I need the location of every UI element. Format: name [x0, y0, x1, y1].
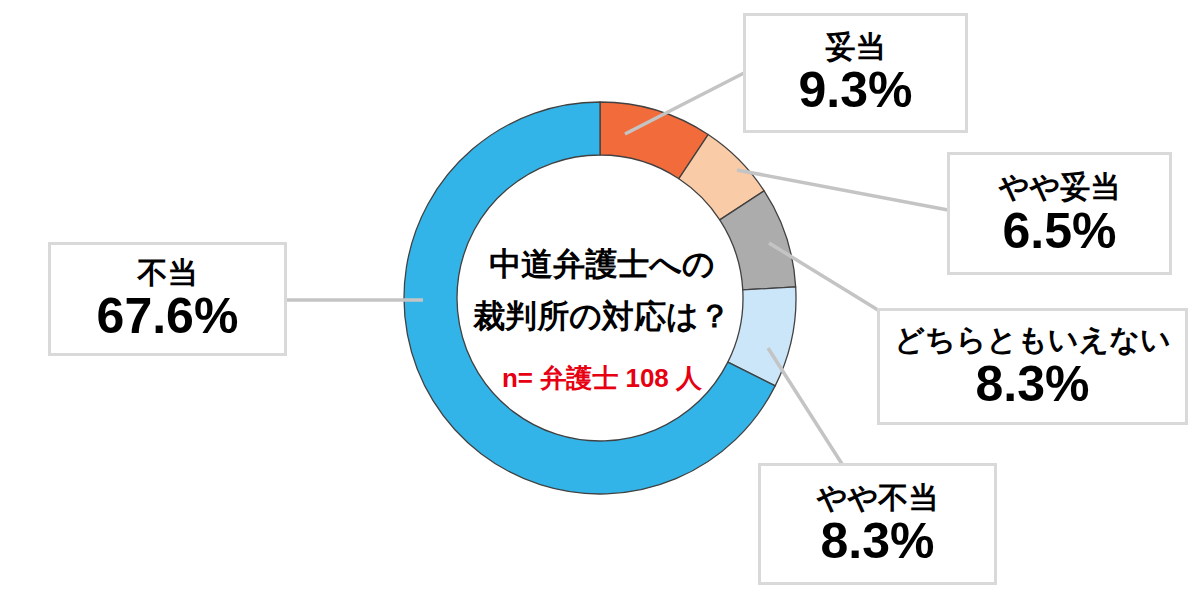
callout-box-neutral: どちらともいえない 8.3%: [877, 308, 1188, 425]
callout-label: やや不当: [817, 481, 938, 516]
chart-title-line-2: 裁判所の対応は？: [440, 290, 764, 342]
callout-label: やや妥当: [999, 170, 1120, 205]
callout-label: どちらともいえない: [894, 323, 1170, 358]
callout-box-dato: 妥当 9.3%: [743, 13, 968, 133]
callout-box-yaya-dato: やや妥当 6.5%: [947, 152, 1172, 275]
callout-value: 67.6%: [97, 290, 239, 343]
chart-title-line-1: 中道弁護士への: [440, 238, 764, 290]
callout-label: 不当: [138, 256, 198, 291]
leader-line-3: [768, 348, 842, 464]
chart-center-text: 中道弁護士への 裁判所の対応は？ n= 弁護士 108 人: [440, 238, 764, 396]
callout-label: 妥当: [826, 30, 886, 65]
callout-value: 8.3%: [976, 358, 1090, 411]
callout-value: 6.5%: [1003, 205, 1117, 258]
callout-value: 8.3%: [821, 515, 935, 568]
sample-size-note: n= 弁護士 108 人: [440, 361, 764, 396]
callout-box-yaya-futo: やや不当 8.3%: [758, 463, 997, 585]
callout-value: 9.3%: [799, 64, 913, 117]
callout-box-futo: 不当 67.6%: [48, 242, 287, 356]
